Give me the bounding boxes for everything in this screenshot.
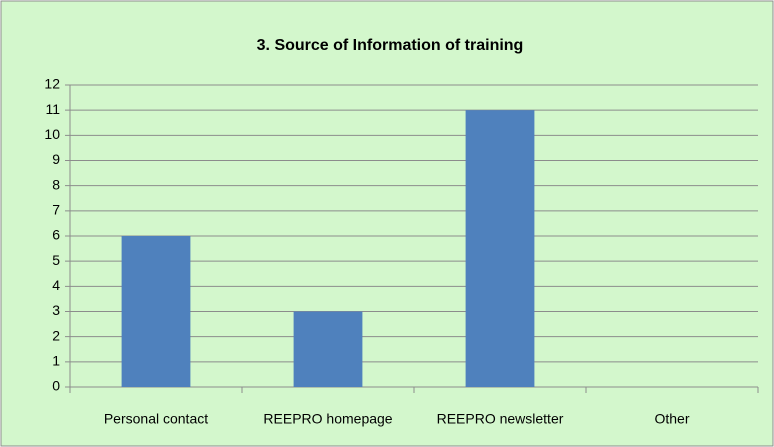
y-tick-label: 6 [52, 227, 60, 243]
y-tick-label: 3 [52, 302, 60, 318]
y-tick-label: 9 [52, 151, 60, 167]
y-tick-label: 2 [52, 327, 60, 343]
chart-title: 3. Source of Information of training [257, 37, 524, 54]
bar [465, 110, 535, 388]
x-tick-label: REEPRO newsletter [437, 411, 564, 427]
x-tick-label: REEPRO homepage [263, 411, 392, 427]
x-tick-label: Personal contact [104, 411, 208, 427]
bar [293, 311, 363, 387]
y-tick-label: 12 [44, 76, 60, 92]
y-tick-label: 4 [52, 277, 60, 293]
y-tick-label: 1 [52, 353, 60, 369]
y-tick-label: 0 [52, 378, 60, 394]
x-tick-label: Other [654, 411, 689, 427]
y-tick-label: 10 [44, 126, 60, 142]
y-tick-label: 11 [45, 101, 60, 117]
bar [121, 236, 191, 387]
y-tick-label: 8 [52, 176, 60, 192]
y-tick-label: 5 [52, 252, 60, 268]
y-tick-label: 7 [52, 202, 60, 218]
